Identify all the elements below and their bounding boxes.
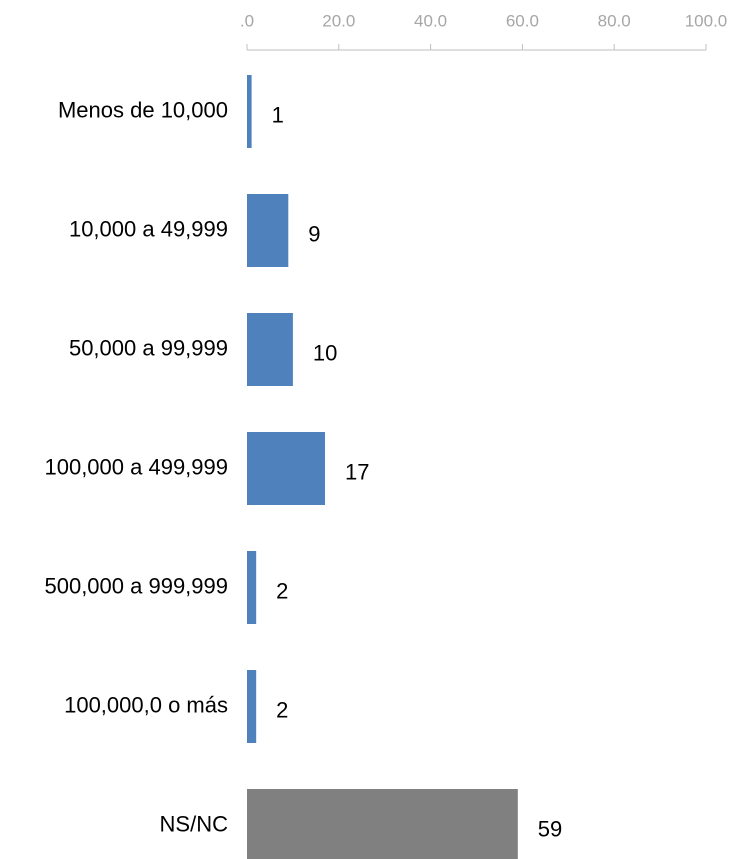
value-label: 2 [276, 697, 288, 722]
x-tick-label: 100.0 [685, 11, 728, 30]
x-tick-label: 80.0 [598, 11, 631, 30]
value-label: 17 [345, 459, 369, 484]
bar [247, 313, 293, 386]
x-tick-label: 20.0 [322, 11, 355, 30]
x-tick-label: .0 [240, 11, 254, 30]
bar [247, 551, 257, 624]
value-label: 59 [538, 816, 562, 841]
category-label: 10,000 a 49,999 [69, 216, 228, 241]
bar [247, 194, 289, 267]
category-label: 500,000 a 999,999 [44, 573, 228, 598]
category-label: 100,000,0 o más [64, 692, 228, 717]
bar [247, 670, 257, 743]
category-label: 100,000 a 499,999 [44, 454, 228, 479]
bar [247, 432, 326, 505]
value-label: 1 [272, 102, 284, 127]
bar [247, 789, 518, 859]
value-label: 9 [308, 221, 320, 246]
category-label: Menos de 10,000 [58, 97, 228, 122]
value-label: 10 [313, 340, 337, 365]
bar [247, 75, 252, 148]
x-tick-label: 60.0 [506, 11, 539, 30]
x-tick-label: 40.0 [414, 11, 447, 30]
value-label: 2 [276, 578, 288, 603]
category-label: 50,000 a 99,999 [69, 335, 228, 360]
category-label: NS/NC [160, 811, 229, 836]
